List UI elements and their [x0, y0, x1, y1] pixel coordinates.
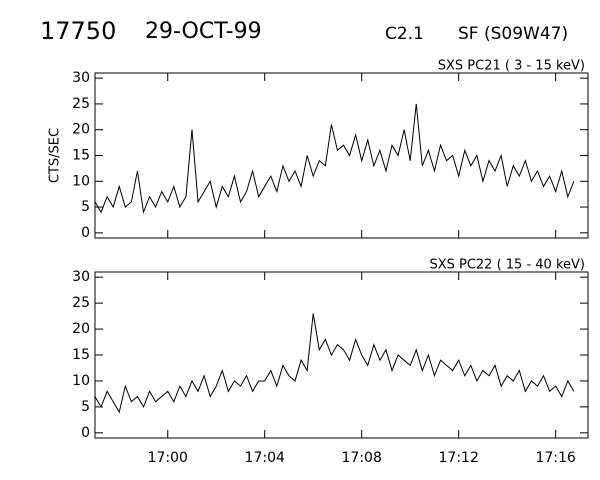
x-tick-label: 17:12: [439, 450, 479, 466]
x-tick-label: 17:04: [245, 450, 285, 466]
y-tick-label: 0: [81, 225, 90, 241]
y-tick-label: 5: [81, 399, 90, 415]
flare-location: SF (S09W47): [458, 24, 568, 44]
flare-class: C2.1: [385, 24, 424, 44]
plot-frame: [94, 72, 589, 239]
y-tick-label: 10: [72, 373, 90, 389]
y-tick-label: 25: [72, 295, 90, 311]
date: 29-OCT-99: [145, 19, 262, 44]
y-tick-label: 15: [72, 148, 90, 164]
plot-frame: [94, 271, 589, 439]
y-tick-label: 15: [72, 347, 90, 363]
y-tick-label: 5: [81, 199, 90, 215]
y-tick-label: 20: [72, 122, 90, 138]
event-id: 17750: [40, 17, 116, 45]
y-axis-label: CTS/SEC: [48, 128, 63, 183]
x-tick-label: 17:00: [148, 450, 188, 466]
y-tick-label: 20: [72, 321, 90, 337]
panel-title: SXS PC21 ( 3 - 15 keV): [438, 59, 585, 74]
y-tick-label: 30: [72, 269, 90, 285]
x-tick-label: 17:08: [342, 450, 382, 466]
data-line: [94, 313, 575, 414]
y-tick-label: 25: [72, 96, 90, 112]
x-tick-label: 17:16: [535, 450, 575, 466]
y-tick-label: 0: [81, 425, 90, 441]
panel-title: SXS PC22 ( 15 - 40 keV): [429, 258, 585, 273]
data-line: [94, 103, 575, 215]
y-tick-label: 10: [72, 173, 90, 189]
y-tick-label: 30: [72, 70, 90, 86]
